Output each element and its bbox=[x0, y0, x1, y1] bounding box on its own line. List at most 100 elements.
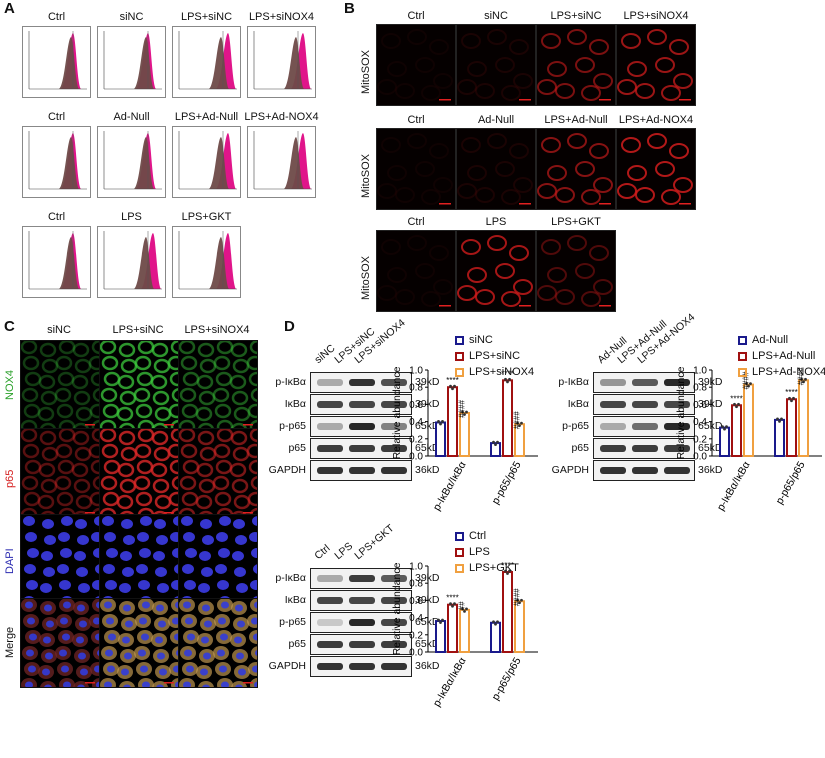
cell-signal bbox=[589, 245, 609, 261]
blot-band bbox=[632, 467, 658, 474]
blot-kd-label: 65kD bbox=[415, 616, 440, 628]
cell-signal bbox=[134, 355, 152, 371]
legend-swatch bbox=[455, 335, 464, 345]
cell-signal bbox=[232, 358, 250, 374]
bar bbox=[459, 412, 470, 457]
cell-signal bbox=[229, 374, 247, 390]
blot-band bbox=[632, 401, 658, 408]
blot-row-label: p-p65 bbox=[279, 616, 306, 628]
bar bbox=[514, 600, 525, 653]
scale-bar bbox=[439, 99, 451, 101]
cell-signal bbox=[100, 341, 117, 355]
merged-nucleus bbox=[220, 633, 228, 641]
cell-signal bbox=[247, 403, 257, 419]
blot-band bbox=[632, 423, 658, 430]
y-axis-label: Relative abundance bbox=[391, 366, 403, 459]
merged-cell bbox=[198, 681, 214, 687]
x-category-label: p-p65/p65 bbox=[490, 459, 524, 506]
cell-signal bbox=[547, 267, 567, 283]
mitosox-image bbox=[536, 128, 616, 210]
merged-nucleus bbox=[63, 601, 71, 609]
cell-signal bbox=[575, 263, 595, 279]
blot-band bbox=[349, 641, 375, 648]
histogram-peak-control bbox=[59, 137, 79, 189]
merged-nucleus bbox=[187, 633, 195, 641]
merged-nucleus bbox=[175, 681, 178, 687]
cell-signal bbox=[487, 29, 507, 45]
merged-nucleus bbox=[140, 665, 148, 673]
merged-nucleus bbox=[173, 665, 178, 673]
y-axis-label: Relative abundance bbox=[391, 562, 403, 655]
mitosox-image bbox=[616, 24, 696, 106]
merged-cell bbox=[231, 681, 247, 687]
scale-bar bbox=[85, 424, 95, 426]
blot-band bbox=[664, 467, 690, 474]
data-point bbox=[465, 410, 468, 414]
cell-signal bbox=[75, 406, 93, 422]
blot-band bbox=[664, 423, 690, 430]
merged-nucleus bbox=[78, 652, 86, 660]
merged-nucleus bbox=[186, 665, 194, 673]
flow-histogram bbox=[172, 26, 241, 98]
cell-signal bbox=[135, 491, 153, 507]
flow-col-label: siNC bbox=[119, 11, 144, 23]
cell-signal bbox=[249, 429, 257, 443]
cell-signal bbox=[457, 285, 477, 301]
merged-nucleus bbox=[183, 601, 191, 609]
merged-cell bbox=[172, 646, 178, 660]
flow-histogram bbox=[97, 226, 166, 298]
nucleus bbox=[95, 564, 99, 574]
merged-nucleus bbox=[202, 684, 210, 687]
cell-signal bbox=[180, 355, 198, 371]
cell-signal bbox=[231, 478, 249, 494]
bar bbox=[798, 379, 809, 457]
blot-band bbox=[381, 663, 407, 670]
cell-signal bbox=[100, 419, 117, 429]
nucleus bbox=[58, 532, 70, 542]
cell-signal bbox=[89, 403, 99, 419]
cell-signal bbox=[513, 177, 533, 193]
blot-band bbox=[317, 445, 343, 452]
merged-nucleus bbox=[29, 633, 37, 641]
nucleus bbox=[250, 580, 257, 590]
legend-item: siNC bbox=[455, 334, 493, 346]
flow-col-label: Ad-Null bbox=[113, 111, 150, 123]
bar bbox=[731, 404, 742, 457]
nucleus bbox=[24, 564, 36, 574]
mitosox-col-label: Ctrl bbox=[407, 114, 425, 126]
data-point bbox=[518, 601, 521, 605]
cell-signal bbox=[429, 245, 449, 261]
cell-signal bbox=[100, 387, 118, 403]
data-point bbox=[463, 413, 466, 416]
histogram-peak-control bbox=[134, 237, 154, 289]
nucleus bbox=[93, 548, 99, 558]
bar bbox=[435, 421, 446, 457]
merged-nucleus bbox=[43, 636, 51, 644]
merged-nucleus bbox=[235, 684, 243, 687]
data-point bbox=[439, 422, 442, 426]
data-point bbox=[721, 425, 724, 429]
cell-signal bbox=[617, 79, 637, 95]
cell-signal bbox=[169, 371, 178, 387]
legend-swatch bbox=[455, 367, 464, 377]
merged-cell bbox=[251, 646, 257, 660]
cell-signal bbox=[75, 494, 93, 510]
blot-strip bbox=[593, 416, 695, 437]
y-tick-label: 0.6 bbox=[409, 596, 423, 607]
blot-strip bbox=[310, 460, 412, 481]
significance-label: #### bbox=[513, 588, 522, 606]
cell-signal bbox=[509, 39, 529, 55]
cell-signal bbox=[57, 371, 75, 387]
scale-bar bbox=[439, 305, 451, 307]
cell-signal bbox=[118, 430, 136, 446]
merged-nucleus bbox=[236, 652, 244, 660]
nucleus bbox=[40, 583, 52, 593]
blot-kd-label: 39kD bbox=[698, 376, 723, 388]
nucleus bbox=[234, 567, 246, 577]
blot-band bbox=[317, 663, 343, 670]
cell-signal bbox=[387, 61, 407, 77]
merged-nucleus bbox=[44, 684, 52, 687]
blot-band bbox=[381, 619, 407, 626]
data-point bbox=[508, 569, 511, 573]
cell-signal bbox=[168, 403, 178, 419]
